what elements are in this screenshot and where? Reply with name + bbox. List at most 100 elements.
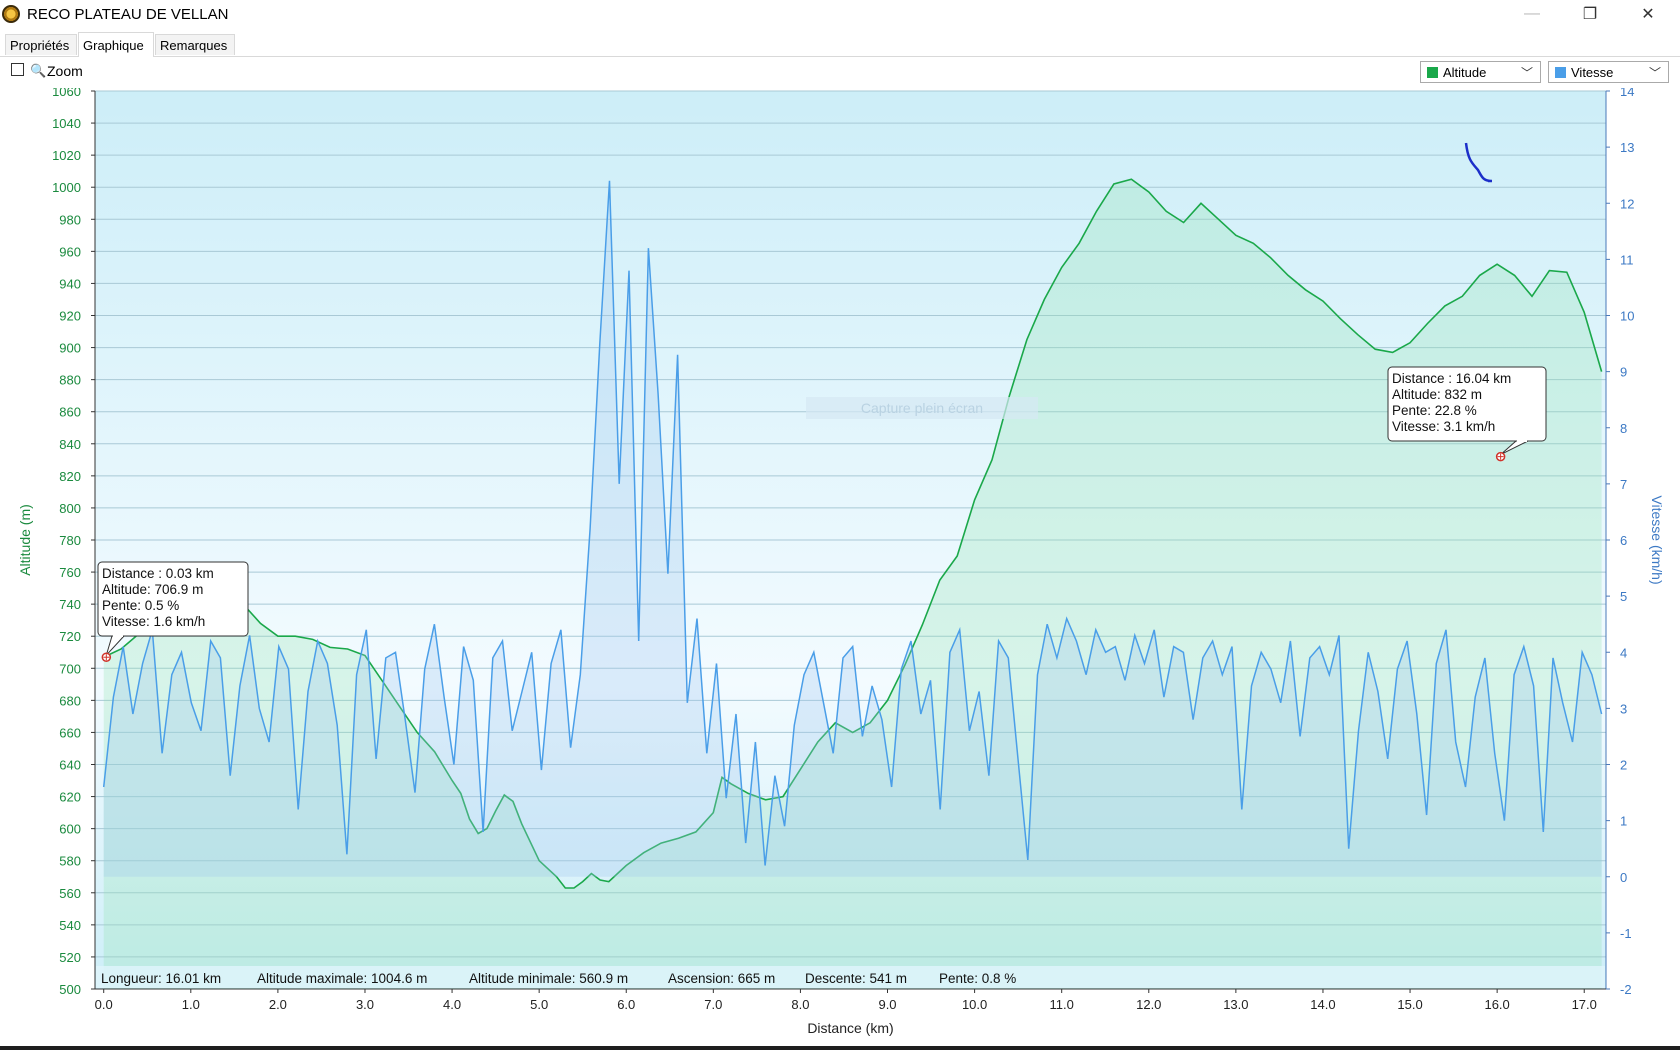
series2-color-swatch	[1555, 66, 1566, 78]
tooltip-line: Altitude: 706.9 m	[102, 582, 203, 597]
zoom-checkbox[interactable]	[11, 63, 24, 76]
left-tick-label: 1000	[52, 180, 81, 195]
bottom-edge	[0, 1046, 1680, 1050]
right-tick-label: 5	[1620, 589, 1627, 604]
right-axis-title: Vitesse (km/h)	[1649, 495, 1665, 584]
left-tick-label: 820	[59, 469, 81, 484]
x-tick-label: 7.0	[704, 997, 722, 1012]
tooltip-line: Altitude: 832 m	[1392, 387, 1482, 402]
left-tick-label: 880	[59, 373, 81, 388]
series1-color-swatch	[1427, 66, 1438, 78]
left-tick-label: 960	[59, 244, 81, 259]
tooltip-line: Distance : 0.03 km	[102, 566, 214, 581]
left-tick-label: 1060	[52, 88, 81, 99]
left-tick-label: 540	[59, 918, 81, 933]
x-tick-label: 6.0	[617, 997, 635, 1012]
speed-area	[103, 180, 1602, 877]
tab-strip: Propriétés Graphique Remarques	[0, 32, 1680, 57]
magnifier-icon: 🔍	[30, 63, 47, 78]
watermark-text: Capture plein écran	[861, 400, 983, 416]
series2-select-label: Vitesse	[1571, 64, 1614, 80]
right-tick-label: 13	[1620, 140, 1634, 155]
left-tick-label: 760	[59, 565, 81, 580]
right-tick-label: 14	[1620, 88, 1634, 99]
tooltip-line: Vitesse: 1.6 km/h	[102, 614, 205, 629]
tab-remarques[interactable]: Remarques	[155, 34, 235, 55]
left-tick-label: 500	[59, 982, 81, 997]
stats-bar	[96, 966, 1605, 988]
right-tick-label: 4	[1620, 645, 1627, 660]
x-tick-label: 0.0	[95, 997, 113, 1012]
tooltip-joint	[1517, 440, 1527, 442]
left-tick-label: 940	[59, 276, 81, 291]
left-tick-label: 640	[59, 758, 81, 773]
stat-item: Ascension: 665 m	[668, 971, 775, 986]
left-tick-label: 800	[59, 501, 81, 516]
tooltip-line: Distance : 16.04 km	[1392, 371, 1511, 386]
left-tick-label: 980	[59, 212, 81, 227]
x-tick-label: 4.0	[443, 997, 461, 1012]
left-tick-label: 860	[59, 405, 81, 420]
left-tick-label: 720	[59, 629, 81, 644]
series1-select-label: Altitude	[1443, 64, 1487, 80]
x-tick-label: 13.0	[1223, 997, 1248, 1012]
stat-item: Descente: 541 m	[805, 971, 907, 986]
tab-proprietes[interactable]: Propriétés	[5, 34, 77, 55]
left-tick-label: 1040	[52, 116, 81, 131]
stat-item: Altitude maximale: 1004.6 m	[257, 971, 427, 986]
minimize-button[interactable]: —	[1524, 5, 1540, 22]
right-tick-label: 10	[1620, 309, 1634, 324]
close-button[interactable]: ✕	[1641, 6, 1655, 23]
stat-item: Pente: 0.8 %	[939, 971, 1016, 986]
left-tick-label: 580	[59, 854, 81, 869]
x-tick-label: 10.0	[962, 997, 987, 1012]
left-tick-label: 520	[59, 950, 81, 965]
right-tick-label: 1	[1620, 814, 1627, 829]
left-tick-label: 660	[59, 725, 81, 740]
title-bar: RECO PLATEAU DE VELLAN — ❐ ✕	[0, 0, 1680, 28]
x-tick-label: 3.0	[356, 997, 374, 1012]
x-tick-label: 12.0	[1136, 997, 1161, 1012]
left-tick-label: 600	[59, 822, 81, 837]
left-tick-label: 1020	[52, 148, 81, 163]
right-tick-label: 0	[1620, 870, 1627, 885]
left-tick-label: 840	[59, 437, 81, 452]
right-tick-label: 3	[1620, 701, 1627, 716]
altitude-area	[103, 179, 1602, 989]
series1-select[interactable]: Altitude ﹀	[1420, 61, 1541, 83]
x-tick-label: 5.0	[530, 997, 548, 1012]
left-tick-label: 620	[59, 790, 81, 805]
profile-chart[interactable]: 5005205405605806006206406606807007207407…	[0, 88, 1680, 1050]
right-tick-label: 12	[1620, 196, 1634, 211]
right-tick-label: -2	[1620, 982, 1632, 997]
chevron-down-icon: ﹀	[1520, 66, 1533, 80]
tooltip-box	[1387, 366, 1547, 442]
left-tick-label: 560	[59, 886, 81, 901]
speed-line	[102, 180, 1603, 866]
stat-item: Longueur: 16.01 km	[101, 971, 221, 986]
tooltip-line: Pente: 22.8 %	[1392, 403, 1477, 418]
altitude-line	[103, 178, 1603, 889]
left-tick-label: 740	[59, 597, 81, 612]
x-tick-label: 17.0	[1572, 997, 1597, 1012]
zoom-label: Zoom	[47, 63, 83, 79]
left-tick-label: 680	[59, 693, 81, 708]
x-tick-label: 8.0	[791, 997, 809, 1012]
tooltip-line: Pente: 0.5 %	[102, 598, 179, 613]
right-tick-label: 9	[1620, 365, 1627, 380]
x-tick-label: 11.0	[1050, 997, 1074, 1012]
tooltip-line: Vitesse: 3.1 km/h	[1392, 419, 1495, 434]
x-axis-title: Distance (km)	[807, 1020, 893, 1036]
x-tick-label: 1.0	[182, 997, 200, 1012]
chevron-down-icon: ﹀	[1648, 66, 1661, 80]
series2-select[interactable]: Vitesse ﹀	[1548, 61, 1669, 83]
right-tick-label: 8	[1620, 421, 1627, 436]
window-title: RECO PLATEAU DE VELLAN	[27, 6, 229, 23]
right-tick-label: 11	[1620, 252, 1634, 267]
tooltip-joint	[113, 635, 123, 637]
tab-graphique[interactable]: Graphique	[78, 32, 154, 57]
left-tick-label: 780	[59, 533, 81, 548]
restore-button[interactable]: ❐	[1582, 6, 1598, 23]
